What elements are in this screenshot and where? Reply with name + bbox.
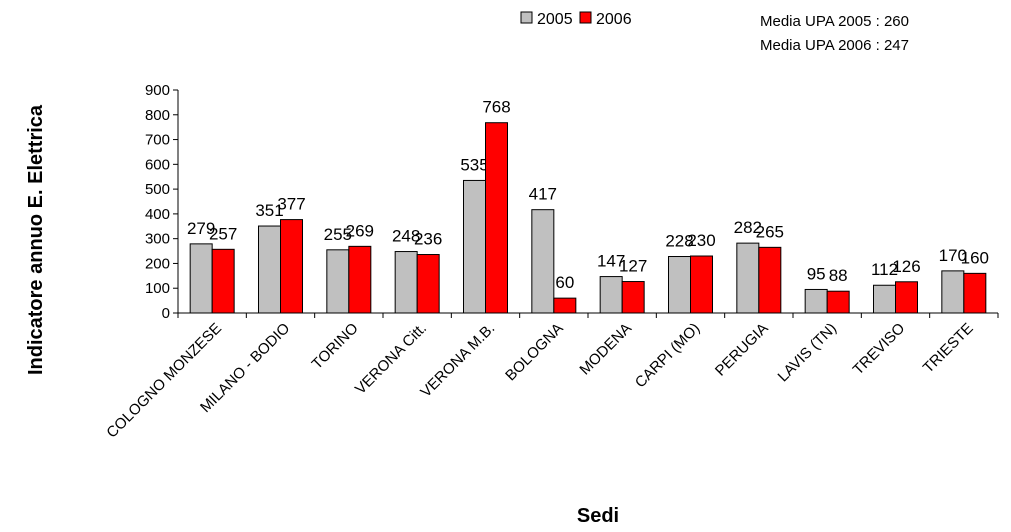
category-label: TORINO: [309, 320, 362, 373]
data-label-2006: 88: [829, 266, 848, 285]
data-label-2005: 535: [460, 155, 488, 174]
data-label-2005: 95: [807, 264, 826, 283]
data-label-2006: 60: [555, 273, 574, 292]
data-label-2005: 255: [324, 225, 352, 244]
bar-2005: [326, 249, 350, 314]
legend-swatch-2006: [579, 11, 592, 24]
data-label-2005: 170: [939, 246, 967, 265]
data-label-2005: 279: [187, 219, 215, 238]
category-label: COLOGNO MONZESE: [103, 320, 225, 442]
y-tick-label: 100: [145, 280, 170, 297]
data-label-2006: 377: [277, 195, 305, 214]
bar-2005: [736, 242, 760, 314]
data-label-2005: 112: [871, 260, 898, 279]
data-label-2006: 269: [346, 221, 374, 240]
y-tick-label: 800: [145, 107, 170, 124]
data-label-2006: 126: [892, 257, 920, 276]
bar-2006: [690, 255, 713, 314]
category-label: VERONA Citt.: [352, 320, 430, 398]
bar-2005: [804, 288, 828, 314]
data-label-2006: 768: [482, 98, 510, 117]
bar-2005: [463, 179, 486, 314]
legend-swatch-2005: [520, 11, 533, 24]
bar-2006: [280, 219, 303, 314]
bar-2006: [758, 246, 782, 314]
y-tick-label: 200: [145, 255, 170, 272]
bar-2006: [826, 290, 850, 314]
bar-2006: [485, 122, 508, 314]
data-label-2005: 282: [734, 218, 762, 237]
data-label-2006: 265: [756, 222, 784, 241]
category-label: CARPI (MO): [632, 320, 704, 392]
data-label-2005: 228: [665, 232, 693, 251]
bar-2005: [189, 243, 213, 314]
y-tick-label: 600: [145, 156, 170, 173]
data-label-2006: 236: [414, 230, 442, 249]
category-label: LAVIS (TN): [775, 320, 840, 385]
data-label-2006: 160: [961, 248, 989, 267]
y-tick-label: 0: [162, 305, 170, 322]
data-label-2005: 351: [255, 201, 283, 220]
bar-2005: [873, 284, 896, 314]
data-label-2005: 248: [392, 227, 420, 246]
bar-2006: [621, 281, 645, 314]
category-label: TRIESTE: [920, 320, 977, 377]
bar-2006: [416, 254, 440, 314]
bar-2005: [668, 256, 691, 314]
bar-2006: [895, 281, 918, 314]
x-axis-title: Sedi: [577, 505, 619, 527]
bar-2006: [348, 245, 372, 314]
bar-2005: [258, 225, 281, 314]
bar-2005: [394, 251, 418, 314]
bar-2005: [599, 276, 623, 314]
y-tick-label: 400: [145, 206, 170, 223]
legend-label-2006: 2006: [596, 11, 632, 28]
y-tick-label: 900: [145, 82, 170, 99]
data-label-2005: 147: [597, 252, 625, 271]
y-tick-label: 700: [145, 132, 170, 149]
legend: 2005 2006: [520, 11, 632, 28]
bar-2006: [963, 272, 987, 314]
data-label-2006: 127: [619, 257, 647, 276]
annotation-media-2006: Media UPA 2006 : 247: [760, 37, 909, 54]
bar-2005: [531, 209, 555, 314]
annotation-media-2005: Media UPA 2005 : 260: [760, 13, 909, 30]
category-label: PERUGIA: [712, 320, 772, 380]
legend-label-2005: 2005: [537, 11, 573, 28]
y-tick-label: 300: [145, 231, 170, 248]
category-label: MODENA: [576, 320, 635, 379]
y-tick-label: 500: [145, 181, 170, 198]
category-label: TREVISO: [850, 320, 909, 379]
bar-2006: [553, 297, 577, 314]
y-axis-title: Indicatore annuo E. Elettrica: [25, 104, 47, 375]
category-label: BOLOGNA: [502, 320, 566, 384]
data-label-2005: 417: [529, 185, 557, 204]
data-label-2006: 230: [687, 231, 715, 250]
bar-2006: [211, 248, 235, 314]
data-label-2006: 257: [209, 224, 237, 243]
bar-2005: [941, 270, 965, 314]
